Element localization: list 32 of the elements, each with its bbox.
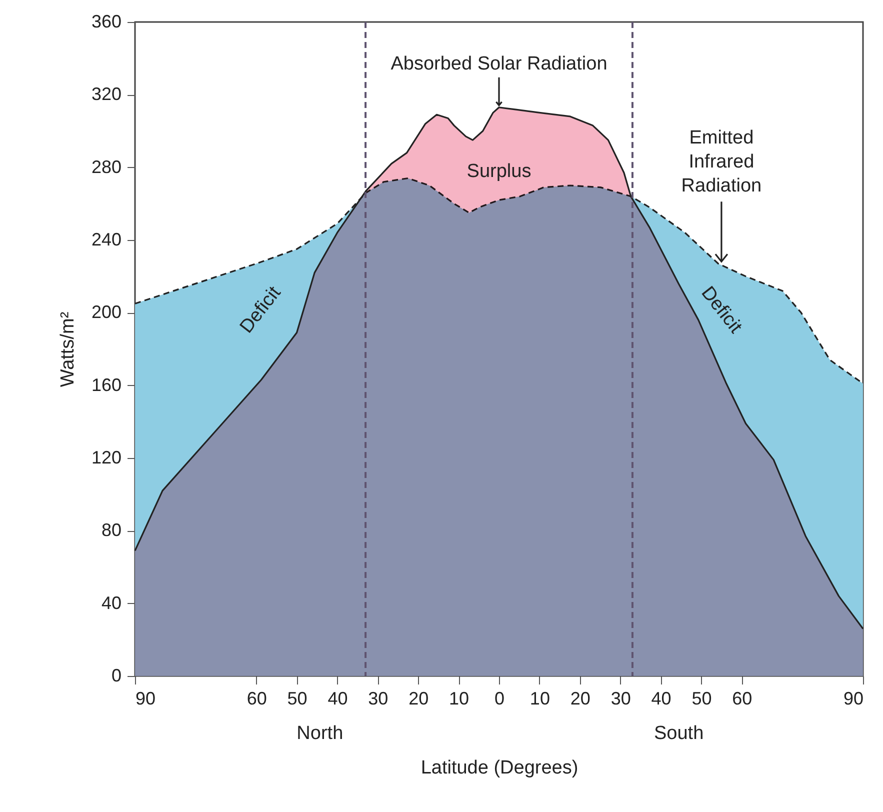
x-tick-label: 60 — [732, 688, 752, 708]
y-tick-label: 120 — [91, 448, 122, 468]
y-tick-label: 280 — [91, 156, 122, 177]
y-tick-label: 160 — [91, 374, 122, 395]
x-tick-label: 50 — [287, 688, 308, 708]
x-tick-label: 0 — [494, 688, 505, 708]
y-tick-label: 360 — [91, 12, 122, 32]
y-tick-label: 200 — [91, 302, 122, 322]
x-tick-label: 40 — [651, 688, 672, 708]
y-tick-label: 240 — [91, 230, 122, 250]
text: South — [654, 723, 704, 744]
x-tick-label: 90 — [136, 688, 156, 708]
x-tick-label: 30 — [368, 688, 388, 708]
x-tick-label: 90 — [843, 688, 864, 708]
y-tick-label: 80 — [101, 520, 122, 540]
x-tick-label: 20 — [408, 688, 429, 708]
annotation: Absorbed Solar Radiation — [390, 53, 608, 74]
x-tick-label: 40 — [328, 688, 348, 708]
x-tick-label: 60 — [246, 688, 267, 708]
annotation: Surplus — [466, 161, 532, 182]
x-tick-label: 10 — [530, 688, 550, 708]
x-tick-label: 50 — [692, 688, 712, 708]
x-axis-title: Latitude (Degrees) — [420, 758, 578, 778]
y-axis-title: Watts/m² — [57, 312, 78, 388]
annotation: Emitted Infrared Radiation — [681, 128, 762, 197]
text: North — [296, 723, 344, 744]
x-tick-label: 20 — [570, 688, 590, 708]
y-tick-label: 320 — [91, 84, 122, 104]
y-tick-label: 40 — [101, 592, 122, 613]
x-tick-label: 30 — [610, 688, 631, 708]
y-tick-label: 0 — [111, 666, 122, 686]
x-tick-label: 10 — [449, 688, 470, 708]
